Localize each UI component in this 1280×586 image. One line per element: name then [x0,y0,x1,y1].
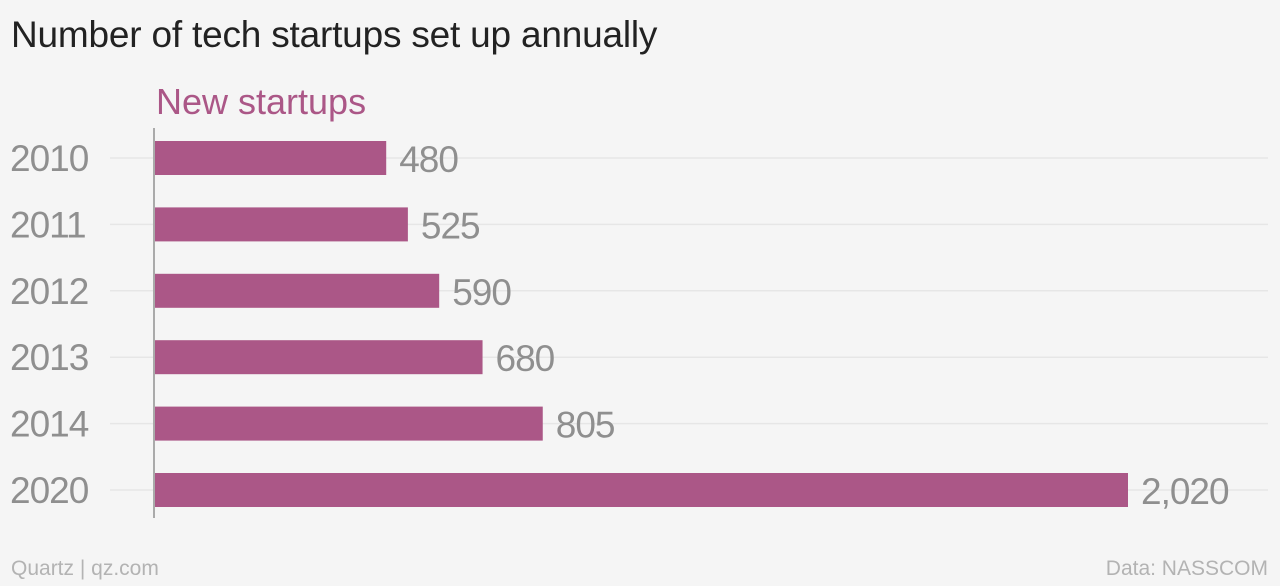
value-label: 525 [421,205,480,246]
bar [155,141,387,175]
value-label: 805 [556,405,615,446]
category-label: 2020 [10,470,89,511]
bar [155,340,483,375]
value-label: 680 [496,338,555,379]
chart-title: Number of tech startups set up annually [11,14,658,55]
value-label: 590 [452,272,511,313]
bars: 2010 480 2011 525 2012 590 2013 680 2014 805 2020 2… [10,138,1230,512]
category-label: 2013 [10,337,88,378]
category-label: 2014 [10,404,89,445]
category-label: 2011 [10,204,86,245]
bar [155,473,1128,507]
bar [155,207,408,242]
bar [155,406,543,441]
category-label: 2012 [10,271,88,312]
series-label: New startups [156,81,366,122]
footer-source-left: Quartz | qz.com [11,557,159,580]
value-label: 2,020 [1141,471,1229,512]
value-label: 480 [399,139,458,180]
footer-source-right: Data: NASSCOM [1105,557,1268,580]
category-label: 2010 [10,138,89,179]
bar [155,273,440,308]
